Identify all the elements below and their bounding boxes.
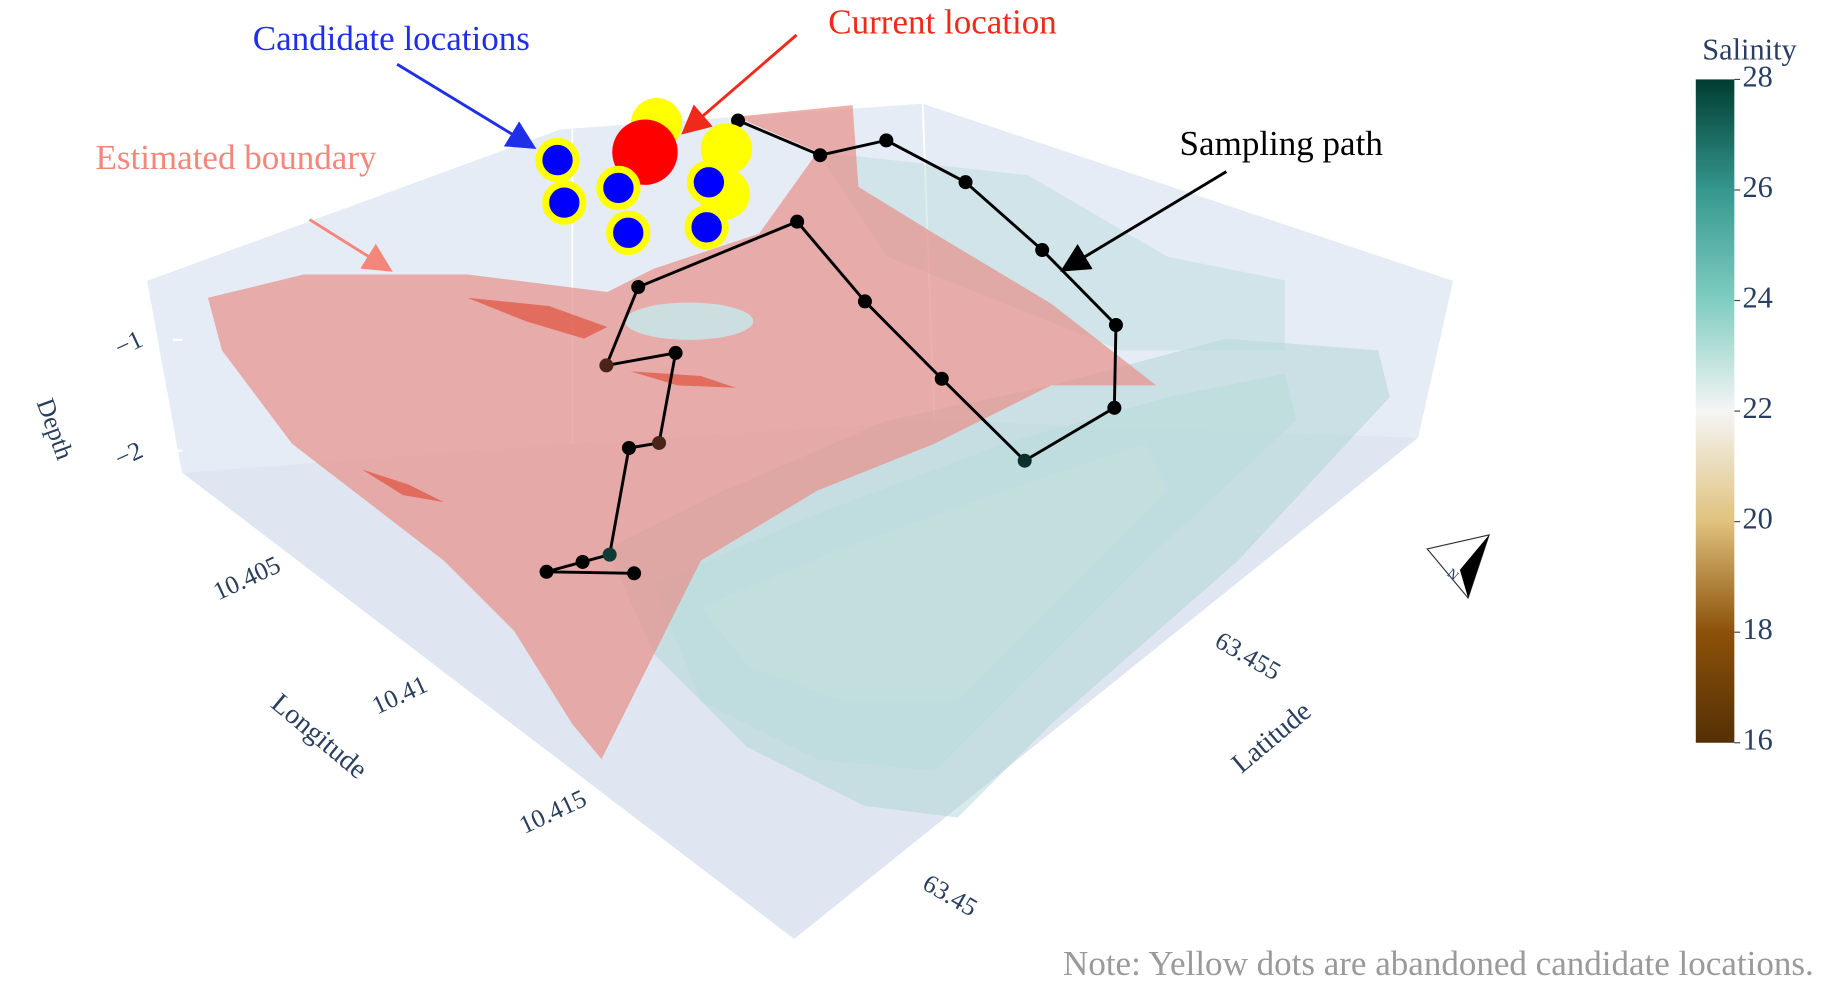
annotation-boundary: Estimated boundary <box>95 138 377 177</box>
path-marker <box>1107 400 1122 415</box>
note: Note: Yellow dots are abandoned candidat… <box>1063 944 1814 983</box>
path-marker <box>621 440 636 455</box>
path-marker <box>575 554 590 569</box>
path-marker <box>934 371 949 386</box>
path-marker <box>813 148 828 163</box>
colorbar-ticks: 16 18 20 22 24 26 28 <box>1734 59 1773 757</box>
x-tick-label: 10.415 <box>515 784 591 840</box>
colorbar-tick-label: 22 <box>1743 391 1773 425</box>
path-marker <box>599 358 614 373</box>
x-tick <box>340 600 351 605</box>
arrow <box>308 218 393 272</box>
arrow <box>681 33 798 135</box>
sampling-path <box>546 119 1118 575</box>
x-tick <box>646 833 657 839</box>
compass: N <box>1426 534 1490 600</box>
candidate-marker <box>535 137 580 183</box>
z-tick-label: −2 <box>110 435 147 473</box>
path-marker <box>631 280 646 295</box>
x-tick-label: 10.41 <box>367 669 432 720</box>
estimated-boundary-surface <box>207 105 1157 760</box>
path-marker <box>790 214 805 229</box>
candidate-marker <box>606 210 651 255</box>
annotation-path: Sampling path <box>1180 124 1384 163</box>
z-axis-title: Depth <box>31 394 80 463</box>
path-marker <box>731 113 746 128</box>
y-tick <box>942 820 948 831</box>
path-marker <box>668 345 683 360</box>
path-marker <box>879 133 894 148</box>
path-marker <box>602 547 617 562</box>
colorbar-title: Salinity <box>1702 33 1797 67</box>
path-marker <box>1035 243 1050 258</box>
path-marker <box>652 435 667 450</box>
colorbar-tick-label: 16 <box>1743 723 1773 757</box>
candidate-marker <box>596 165 641 211</box>
path-marker <box>539 564 554 579</box>
annotation-current: Current location <box>828 3 1057 42</box>
y-tick-label: 63.455 <box>1210 626 1286 686</box>
path-marker <box>1017 453 1032 468</box>
annotation-candidate: Candidate locations <box>253 19 530 58</box>
arrow <box>396 62 537 150</box>
z-tick-label: −1 <box>110 324 147 362</box>
path-marker <box>958 175 973 190</box>
candidate-marker <box>686 160 732 205</box>
marks <box>535 97 1123 581</box>
y-axis-title: Latitude <box>1226 696 1317 780</box>
colorbar-tick-label: 24 <box>1743 280 1773 314</box>
candidate-marker <box>542 180 587 225</box>
colorbar <box>1695 79 1735 743</box>
x-axis-title: Longitude <box>265 688 373 786</box>
arrow <box>1060 170 1228 272</box>
colorbar-tick-label: 26 <box>1743 170 1773 204</box>
y-tick <box>1239 580 1246 591</box>
candidate-marker <box>684 205 729 250</box>
y-tick-label: 63.45 <box>918 868 983 922</box>
path-marker <box>1108 318 1123 333</box>
colorbar-tick-label: 18 <box>1743 612 1773 646</box>
x-tick <box>493 717 504 722</box>
path-marker <box>857 294 872 309</box>
colorbar-tick-label: 28 <box>1743 59 1773 93</box>
path-marker <box>627 566 642 581</box>
x-tick-label: 10.405 <box>209 550 285 606</box>
colorbar-tick-label: 20 <box>1743 502 1773 536</box>
